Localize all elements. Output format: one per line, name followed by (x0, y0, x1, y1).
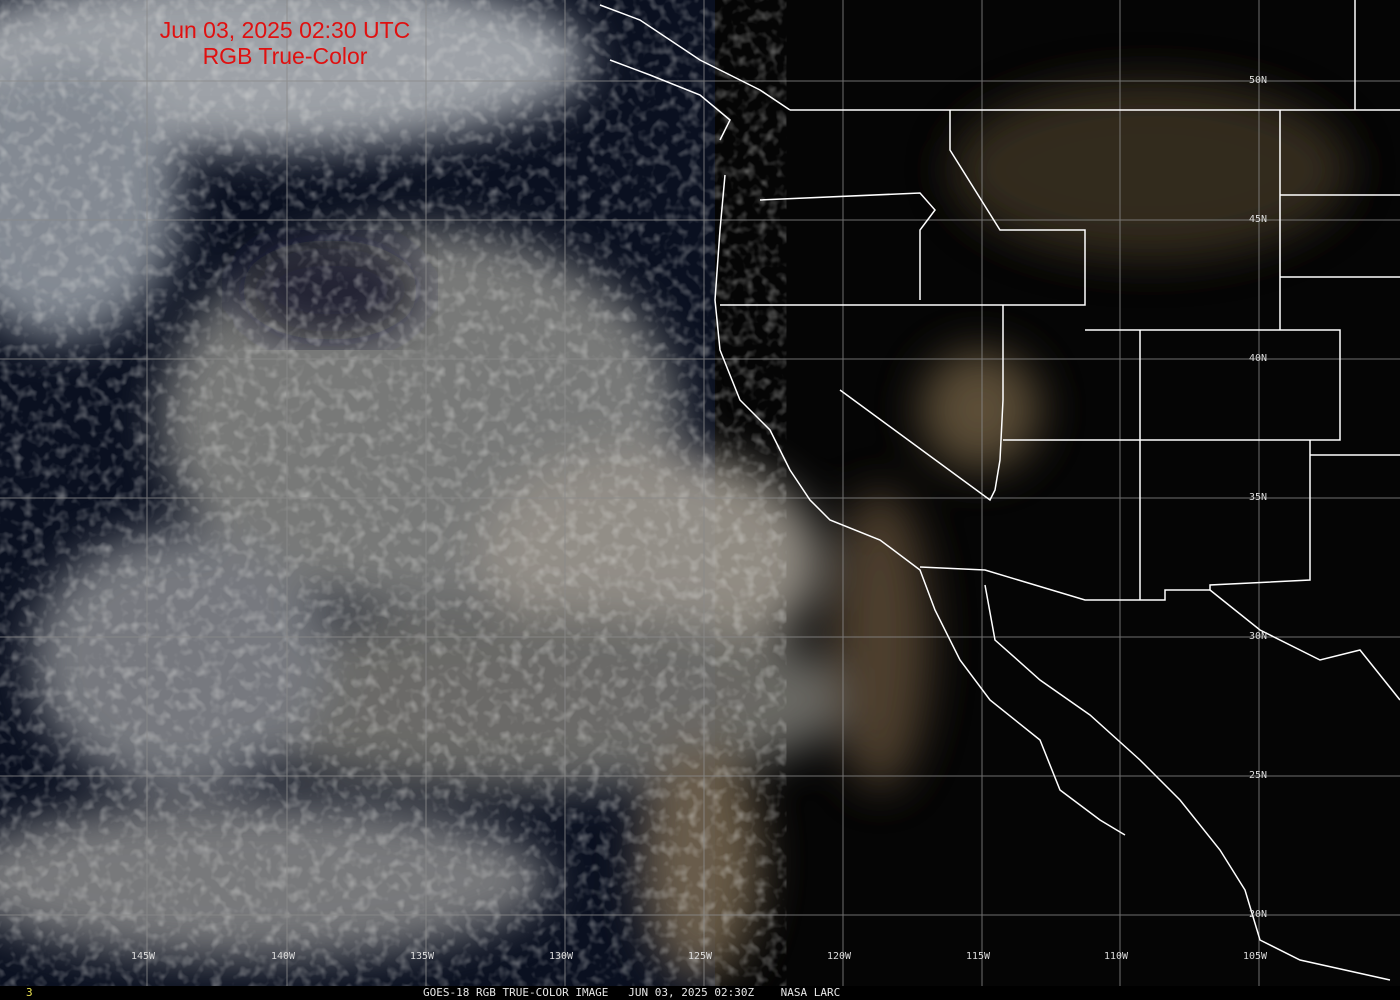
lon-label: 130W (549, 951, 574, 962)
footer-bar: 3 GOES-18 RGB TRUE-COLOR IMAGE JUN 03, 2… (0, 986, 1400, 1000)
lat-label: 40N (1249, 353, 1268, 364)
coastlines-and-borders (599, 0, 1400, 981)
lon-label: 135W (410, 951, 435, 962)
lat-label: 35N (1249, 492, 1268, 503)
lon-label: 105W (1243, 951, 1268, 962)
lon-label: 115W (966, 951, 991, 962)
lat-label: 25N (1249, 770, 1268, 781)
lat-label: 20N (1249, 909, 1268, 920)
timestamp-title: Jun 03, 2025 02:30 UTC (159, 17, 411, 43)
product-title: RGB True-Color (202, 43, 368, 69)
lon-label: 145W (131, 951, 156, 962)
lon-label: 140W (271, 951, 296, 962)
lon-label: 125W (688, 951, 713, 962)
lon-label: 120W (827, 951, 852, 962)
lon-label: 110W (1104, 951, 1129, 962)
frame-number: 3 (26, 986, 33, 999)
lat-label: 30N (1249, 631, 1268, 642)
lat-label: 45N (1249, 214, 1268, 225)
image-caption: GOES-18 RGB TRUE-COLOR IMAGE JUN 03, 202… (423, 986, 841, 999)
lat-label: 50N (1249, 75, 1268, 86)
